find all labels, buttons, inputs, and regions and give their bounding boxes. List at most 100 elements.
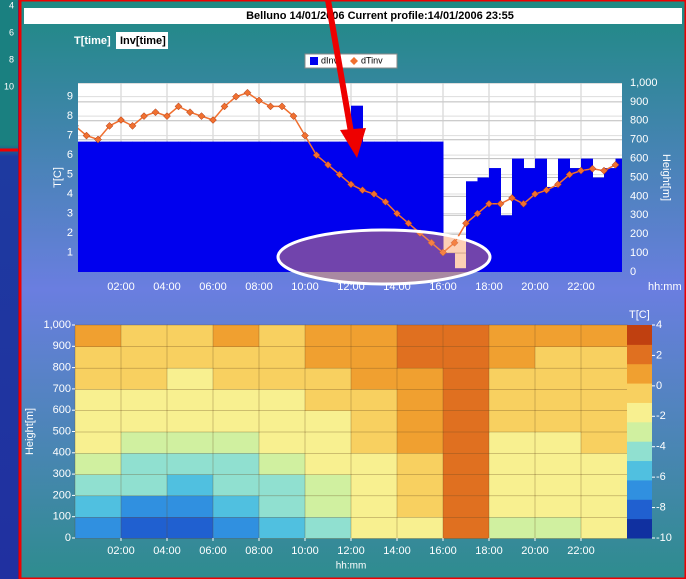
side-label: 6 <box>9 27 14 37</box>
bar <box>397 141 409 272</box>
colorbar-band <box>627 518 652 539</box>
bar <box>535 158 547 272</box>
x-tick-label: 18:00 <box>475 281 503 293</box>
colorbar-band <box>627 383 652 403</box>
x-axis-label: hh:mm <box>648 281 682 293</box>
heat-cell <box>258 324 306 347</box>
marker <box>370 190 378 198</box>
heat-cell <box>212 495 260 518</box>
marker <box>82 131 91 140</box>
x-tick-label: 04:00 <box>153 281 181 293</box>
heat-cell <box>74 473 122 497</box>
heat-cell <box>74 410 122 433</box>
colorbar-band <box>627 363 652 384</box>
heat-cell <box>74 431 122 454</box>
heat-cell <box>396 431 444 454</box>
heat-cell <box>258 367 306 390</box>
marker <box>565 170 574 179</box>
heat-cell <box>212 431 260 454</box>
y-tick-label: 8 <box>67 110 73 122</box>
x-tick-label: 06:00 <box>199 545 227 557</box>
tab-active[interactable] <box>116 32 168 49</box>
heat-cell <box>488 495 536 518</box>
bar <box>592 177 605 272</box>
bar <box>132 141 145 272</box>
marker <box>151 108 160 117</box>
colorbar-tick-label: 2 <box>656 349 662 361</box>
colorbar-tick-label: 4 <box>656 319 662 331</box>
heat-cell <box>396 452 444 475</box>
heat-cell <box>74 346 122 369</box>
heat-cell <box>212 516 260 539</box>
y-tick-label: 4 <box>67 188 73 200</box>
y-tick-label: 6 <box>67 149 73 161</box>
bar <box>615 158 622 272</box>
heat-cell <box>166 388 214 411</box>
marker <box>404 219 413 228</box>
side-label: 8 <box>9 54 14 64</box>
heat-cell <box>120 431 168 454</box>
legend-label: dTinv <box>361 55 383 65</box>
bar <box>224 141 237 272</box>
heat-cell <box>350 495 398 518</box>
heat-cell <box>166 495 214 518</box>
heat-cell <box>396 388 444 411</box>
heat-cell <box>442 495 490 518</box>
y2-tick-label: 900 <box>630 96 648 108</box>
x-tick-label: 02:00 <box>107 545 135 557</box>
arrow-shaft <box>325 0 355 139</box>
heat-cell <box>304 473 352 497</box>
marker <box>174 102 183 111</box>
marker <box>450 238 459 247</box>
marker <box>358 186 367 195</box>
bar <box>282 141 294 272</box>
bar <box>374 141 386 272</box>
marker <box>600 166 608 175</box>
y2-tick-label: 0 <box>630 266 636 278</box>
bar <box>98 141 110 272</box>
heat-cell <box>166 410 214 433</box>
x-tick-label: 08:00 <box>245 545 273 557</box>
y-tick-label: 300 <box>53 468 71 480</box>
heat-cell <box>396 516 444 539</box>
bar <box>500 215 513 272</box>
heat-cell <box>258 410 306 433</box>
marker <box>94 135 102 144</box>
y-tick-label: 500 <box>53 425 71 437</box>
bar <box>420 141 432 272</box>
heat-cell <box>396 367 444 390</box>
heat-cell <box>580 495 628 518</box>
heat-cell <box>534 431 582 454</box>
heat-cell <box>580 431 628 454</box>
bar <box>569 168 582 272</box>
heat-cell <box>166 452 214 475</box>
y-tick-label: 400 <box>53 447 71 459</box>
y2-tick-label: 1,000 <box>630 77 658 89</box>
bar <box>201 141 214 272</box>
y-tick-label: 200 <box>53 489 71 501</box>
plot <box>78 83 622 272</box>
heat-cell <box>580 324 628 347</box>
tab-label[interactable]: Inv[time] <box>120 35 166 47</box>
y2-tick-label: 200 <box>630 228 648 240</box>
heat-cell <box>350 324 398 347</box>
heat-cell <box>120 410 168 433</box>
heat-cell <box>258 346 306 369</box>
colorbar-label: T[C] <box>629 309 650 321</box>
heat-cell <box>534 516 582 539</box>
heat-cell <box>350 410 398 433</box>
marker <box>255 96 263 105</box>
y-tick-label: 3 <box>67 207 73 219</box>
heat-cell <box>120 495 168 518</box>
heat-cell <box>350 452 398 475</box>
heat-cell <box>74 516 122 539</box>
bar <box>546 186 559 272</box>
heat-cell <box>442 431 490 454</box>
side-panel <box>0 0 18 579</box>
heat-cell <box>212 473 260 497</box>
heat-cell <box>442 516 490 539</box>
marker <box>335 170 344 179</box>
bar <box>109 141 122 272</box>
tab-label[interactable]: T[time] <box>74 35 111 47</box>
